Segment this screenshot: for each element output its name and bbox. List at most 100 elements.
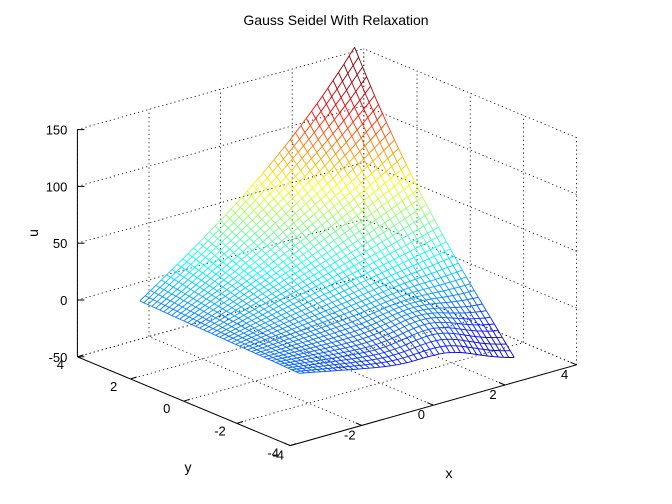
mesh-segment (278, 227, 284, 233)
mesh-segment (230, 202, 237, 210)
mesh-segment (236, 196, 243, 204)
mesh-segment (383, 329, 389, 335)
mesh-segment (217, 286, 223, 292)
mesh-segment (253, 293, 258, 298)
mesh-segment (298, 352, 304, 355)
mesh-segment (139, 295, 146, 302)
mesh-segment (298, 354, 303, 358)
mesh-segment (176, 288, 182, 292)
mesh-segment (350, 325, 357, 328)
mesh-segment (254, 308, 259, 313)
mesh-segment (328, 295, 334, 299)
mesh-segment (258, 327, 264, 331)
mesh-segment (443, 290, 448, 297)
mesh-segment (275, 348, 282, 351)
mesh-segment (357, 158, 365, 165)
mesh-segment (314, 334, 319, 339)
mesh-segment (307, 299, 314, 303)
mesh-segment (430, 340, 437, 343)
mesh-segment (211, 330, 218, 334)
mesh-segment (358, 57, 364, 68)
mesh-segment (303, 138, 310, 147)
mesh-segment (294, 297, 300, 302)
mesh-segment (312, 366, 319, 368)
mesh-segment (301, 198, 307, 204)
mesh-segment (369, 349, 375, 352)
mesh-segment (223, 321, 228, 325)
mesh-segment (159, 305, 166, 311)
mesh-segment (238, 216, 244, 222)
mesh-segment (380, 128, 386, 138)
mesh-segment (330, 345, 337, 348)
mesh-segment (239, 309, 246, 314)
mesh-segment (317, 132, 324, 140)
mesh-segment (430, 341, 436, 349)
mesh-segment (311, 281, 317, 287)
mesh-segment (324, 165, 330, 173)
mesh-segment (399, 218, 406, 223)
mesh-segment (222, 256, 229, 263)
mesh-segment (402, 310, 408, 315)
mesh-segment (311, 110, 316, 119)
mesh-segment (240, 341, 246, 345)
mesh-segment (229, 243, 236, 250)
mesh-segment (368, 147, 375, 154)
mesh-segment (329, 231, 336, 236)
mesh-segment (238, 247, 244, 252)
mesh-segment (272, 165, 279, 172)
mesh-segment (279, 146, 286, 154)
mesh-segment (313, 214, 319, 220)
mesh-segment (289, 218, 295, 224)
mesh-segment (167, 308, 174, 314)
mesh-segment (325, 146, 332, 154)
mesh-segment (368, 289, 374, 293)
mesh-segment (429, 303, 436, 305)
mesh-segment (361, 272, 368, 277)
mesh-segment (149, 297, 154, 301)
mesh-segment (376, 168, 382, 177)
mesh-segment (335, 359, 342, 362)
mesh-segment (304, 270, 310, 275)
mesh-segment (215, 273, 221, 278)
mesh-segment (344, 228, 351, 234)
mesh-segment (321, 255, 327, 262)
mesh-segment (246, 184, 253, 192)
mesh-segment (367, 207, 372, 214)
mesh-segment (380, 277, 387, 281)
mesh-segment (367, 354, 374, 357)
mesh-segment (243, 270, 249, 275)
mesh-segment (353, 265, 359, 272)
mesh-segment (183, 316, 190, 322)
mesh-segment (234, 294, 239, 299)
mesh-segment (182, 258, 188, 263)
mesh-segment (196, 296, 203, 302)
mesh-segment (223, 302, 229, 306)
mesh-segment (440, 345, 446, 348)
mesh-segment (393, 221, 400, 227)
mesh-segment (338, 351, 344, 354)
mesh-segment (171, 315, 176, 318)
mesh-segment (269, 227, 275, 233)
mesh-segment (206, 294, 213, 300)
mesh-segment (363, 196, 370, 202)
mesh-segment (326, 343, 331, 348)
mesh-segment (195, 306, 201, 310)
grid-line (236, 342, 524, 424)
mesh-segment (339, 309, 345, 315)
mesh-segment (252, 311, 259, 316)
mesh-segment (304, 245, 309, 251)
mesh-segment (299, 348, 306, 352)
mesh-segment (262, 172, 268, 179)
mesh-segment (372, 354, 378, 360)
mesh-segment (202, 296, 207, 300)
mesh-segment (219, 250, 225, 255)
x-tick-label: -2 (344, 427, 356, 442)
mesh-segment (376, 272, 383, 276)
mesh-segment (263, 286, 269, 291)
mesh-segment (395, 342, 401, 348)
mesh-segment (321, 252, 328, 257)
mesh-segment (348, 156, 355, 163)
mesh-segment (399, 181, 405, 190)
mesh-segment (386, 314, 393, 319)
mesh-segment (427, 264, 434, 268)
